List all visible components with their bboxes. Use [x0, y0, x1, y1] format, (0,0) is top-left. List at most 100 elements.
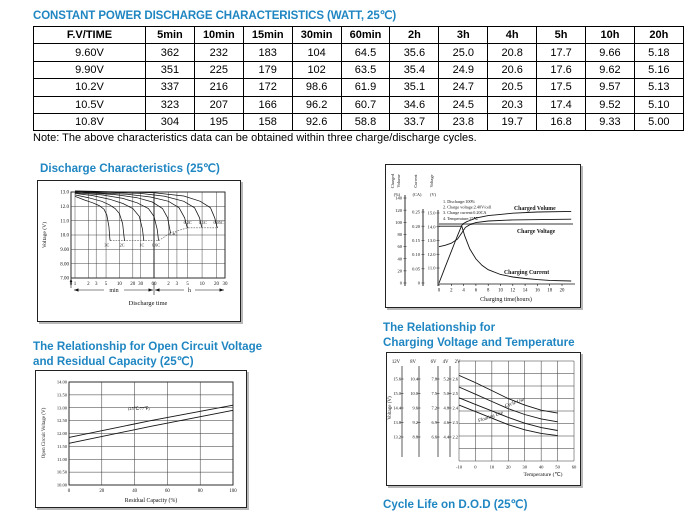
svg-text:12.0: 12.0 — [60, 205, 69, 210]
svg-text:4.8: 4.8 — [444, 406, 450, 411]
svg-text:4: 4 — [462, 289, 465, 294]
svg-text:4. Temperature:25℃: 4. Temperature:25℃ — [443, 216, 479, 221]
svg-text:0.25: 0.25 — [412, 210, 421, 215]
svg-text:60: 60 — [165, 489, 170, 494]
svg-text:-10: -10 — [456, 465, 463, 470]
table-cell: 92.6 — [291, 112, 342, 132]
table-cell: 9.60V — [33, 43, 146, 62]
svg-text:2.2: 2.2 — [453, 435, 459, 440]
table-cell: 5.00 — [633, 112, 684, 132]
table-cell: 35.1 — [389, 78, 440, 97]
table-cell: 17.4 — [536, 95, 587, 114]
table-cell: 96.2 — [291, 95, 342, 114]
table-cell: 9.90V — [33, 60, 146, 80]
svg-text:(25℃/77℉): (25℃/77℉) — [128, 406, 150, 411]
svg-text:10: 10 — [498, 289, 503, 294]
table-cell: 20.6 — [487, 60, 538, 80]
svg-text:5.0: 5.0 — [444, 391, 450, 396]
svg-text:13.50: 13.50 — [57, 392, 68, 397]
table-cell: 10.5V — [33, 95, 146, 114]
svg-text:0.05C: 0.05C — [213, 220, 223, 225]
power-discharge-table: F.V/TIME 5min 10min 15min 30min 60min 2h 3h 4h 5h… — [33, 25, 684, 132]
svg-text:4V: 4V — [443, 360, 449, 365]
svg-text:10.0: 10.0 — [410, 391, 418, 396]
svg-text:(%): (%) — [394, 192, 401, 197]
table-header-cell: 15min — [242, 25, 293, 45]
charging-voltage-temperature-chart: -10 0 10 20 30 40 50 60 12V 8V 6V 4V 2V 15.6 15.0 14.4 1… — [386, 352, 581, 486]
table-cell: 24.9 — [438, 60, 489, 80]
svg-text:0: 0 — [438, 289, 441, 294]
svg-text:Residual Capacity (%): Residual Capacity (%) — [125, 497, 178, 504]
svg-text:2.4: 2.4 — [453, 406, 459, 411]
cycle-life-heading: Cycle Life on D.O.D (25℃) — [383, 498, 528, 511]
page-title: CONSTANT POWER DISCHARGE CHARACTERISTICS… — [33, 10, 397, 22]
svg-text:140: 140 — [395, 196, 403, 201]
table-header-cell: 5min — [145, 25, 195, 45]
svg-text:14.4: 14.4 — [393, 406, 401, 411]
svg-text:9.00: 9.00 — [60, 248, 69, 253]
svg-text:1C: 1C — [139, 242, 144, 247]
svg-text:100: 100 — [229, 489, 237, 494]
svg-text:7.2: 7.2 — [432, 406, 438, 411]
table-cell: 25.0 — [438, 43, 489, 62]
table-cell: 5.18 — [633, 43, 684, 62]
svg-text:10.50: 10.50 — [57, 470, 68, 475]
table-header-cell: 5h — [536, 25, 587, 45]
svg-text:15.0: 15.0 — [393, 391, 401, 396]
svg-text:12.0: 12.0 — [428, 252, 437, 257]
cvt-heading-line1: The Relationship for — [383, 321, 496, 334]
svg-text:3: 3 — [95, 282, 98, 287]
discharge-characteristics-chart: 13.0 12.0 11.0 10.0 9.00 8.00 7.00 1 2 3 5 10 20 30 60… — [37, 180, 241, 322]
table-cell: 304 — [145, 112, 195, 132]
svg-text:10: 10 — [200, 282, 206, 287]
svg-text:10.0: 10.0 — [60, 234, 69, 239]
svg-text:15.6: 15.6 — [393, 377, 401, 382]
table-header-cell: F.V/TIME — [33, 25, 146, 45]
table-header-cell: 10h — [585, 25, 635, 45]
svg-text:3: 3 — [176, 282, 179, 287]
svg-text:12V: 12V — [392, 360, 401, 365]
svg-text:18: 18 — [547, 289, 552, 294]
table-cell: 225 — [193, 60, 244, 80]
svg-text:0.10: 0.10 — [412, 252, 421, 257]
svg-text:11.0: 11.0 — [60, 219, 69, 224]
table-cell: 9.57 — [585, 78, 635, 97]
table-cell: 207 — [193, 95, 244, 114]
table-cell: 179 — [242, 60, 293, 80]
svg-text:Cycle Use: Cycle Use — [504, 398, 526, 410]
table-cell: 362 — [145, 43, 195, 62]
svg-text:40: 40 — [398, 256, 403, 261]
svg-text:80: 80 — [398, 232, 403, 237]
svg-text:Volume: Volume — [396, 174, 401, 187]
table-cell: 5.16 — [633, 60, 684, 80]
svg-text:Charge Voltage: Charge Voltage — [517, 229, 556, 235]
table-header-cell: 4h — [487, 25, 538, 45]
table-cell: 5.10 — [633, 95, 684, 114]
svg-text:80: 80 — [198, 489, 203, 494]
svg-text:Charging time(hours): Charging time(hours) — [480, 296, 532, 303]
svg-text:Voltage: Voltage — [429, 174, 434, 187]
svg-text:9.6: 9.6 — [413, 406, 419, 411]
table-cell: 166 — [242, 95, 293, 114]
cvt-heading-line2: Charging Voltage and Temperature — [383, 336, 575, 349]
svg-text:60: 60 — [398, 244, 403, 249]
svg-text:5: 5 — [186, 282, 189, 287]
svg-text:0.1C: 0.1C — [199, 220, 207, 225]
table-cell: 9.66 — [585, 43, 635, 62]
table-header-cell: 60min — [340, 25, 391, 45]
svg-text:2.6: 2.6 — [453, 377, 459, 382]
table-cell: 10.2V — [33, 78, 146, 97]
table-note: Note: The above characteristics data can… — [33, 132, 477, 144]
svg-text:6.6: 6.6 — [432, 435, 438, 440]
svg-text:11.50: 11.50 — [57, 444, 68, 449]
svg-text:1. Discharge:100%: 1. Discharge:100% — [443, 199, 476, 204]
svg-text:10: 10 — [490, 465, 495, 470]
svg-text:min: min — [109, 288, 118, 294]
table-row: 10.2V 337 216 172 98.6 61.9 35.1 24.7 20.5 17.5 9.… — [33, 78, 684, 97]
svg-text:10.4: 10.4 — [410, 377, 418, 382]
charge-characteristics-chart: Charged Volume Current Voltage (%) (CA) (V) 0 20… — [385, 164, 581, 308]
svg-text:30: 30 — [138, 282, 144, 287]
table-cell: 23.8 — [438, 112, 489, 132]
svg-text:20: 20 — [560, 289, 565, 294]
table-cell: 17.6 — [536, 60, 587, 80]
